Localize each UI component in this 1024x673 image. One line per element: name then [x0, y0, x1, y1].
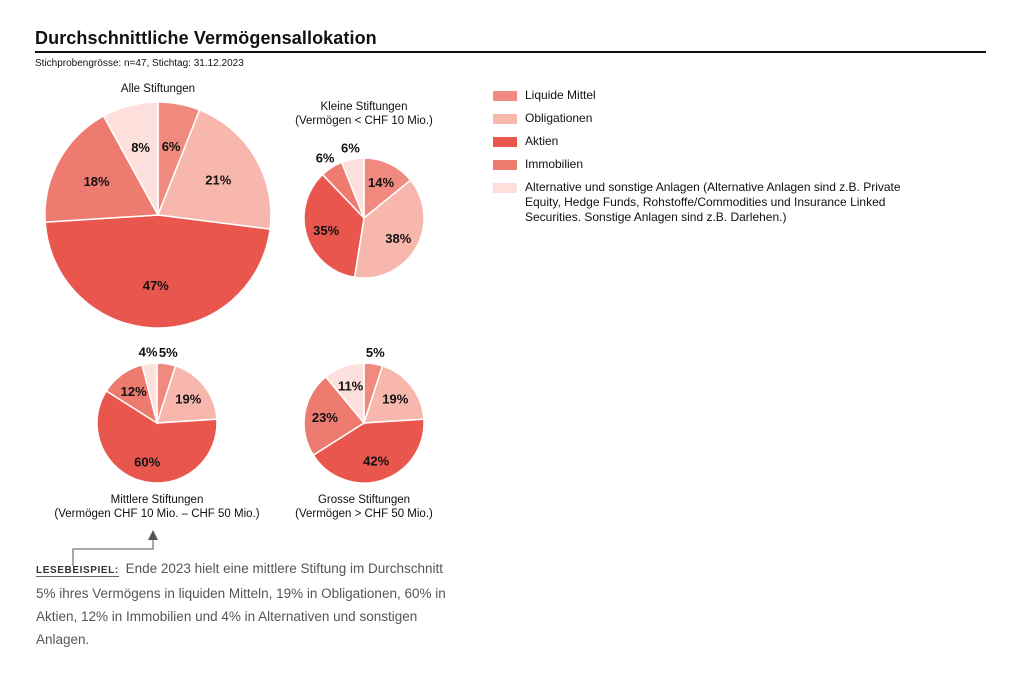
data-label-aktien: 42%	[363, 454, 389, 469]
data-label-obligationen: 19%	[175, 392, 201, 407]
pie-slice-obligationen	[362, 364, 425, 424]
pie-slice-alternative	[340, 157, 365, 219]
pie-chart-3: 5% 19% 60% 12% 4% Mittlere Stiftungen (Vermöge…	[54, 345, 259, 520]
legend-label-liquide: Liquide Mittel	[525, 88, 596, 102]
pie-slice-alternative	[102, 101, 159, 216]
data-label-obligationen: 19%	[382, 392, 408, 407]
pie-slice-obligationen	[353, 179, 425, 279]
data-label-aktien: 60%	[134, 454, 160, 469]
data-label-immobilien: 23%	[312, 410, 338, 425]
legend-item-alternative: Alternative und sonstige Anlagen (Altern…	[493, 180, 933, 225]
legend-swatch-obligationen	[493, 114, 517, 124]
data-label-liquide-mittel: 5%	[366, 345, 385, 360]
data-label-aktien: 35%	[313, 223, 339, 238]
data-label-liquide-mittel: 6%	[162, 139, 181, 154]
pie-chart-1: 6% 21% 47% 18% 8% Alle Stiftungen	[44, 83, 272, 329]
pie-subtitle: (Vermögen < CHF 10 Mio.)	[295, 115, 433, 127]
data-label-alternative: 6%	[341, 140, 360, 155]
chart-subtitle: Stichprobengrösse: n=47, Stichtag: 31.12…	[35, 58, 244, 69]
pie-slice-aktien	[44, 214, 271, 329]
pie-slice-immobilien	[44, 114, 160, 223]
legend-swatch-alternative	[493, 183, 517, 193]
pie-slice-immobilien	[303, 375, 366, 457]
legend-swatch-aktien	[493, 137, 517, 147]
pie-slice-alternative	[141, 362, 158, 424]
pie-slice-aktien	[312, 418, 425, 484]
pie-chart-2: 14% 38% 35% 6% 6% Kleine Stiftungen (Vermögen …	[295, 101, 433, 279]
data-label-liquide-mittel: 14%	[368, 175, 394, 190]
data-label-alternative: 11%	[338, 379, 364, 394]
data-label-liquide-mittel: 5%	[159, 345, 178, 360]
legend-swatch-immobilien	[493, 160, 517, 170]
legend-swatch-liquide	[493, 91, 517, 101]
pie-subtitle: (Vermögen CHF 10 Mio. – CHF 50 Mio.)	[54, 508, 259, 520]
legend-item-immobilien: Immobilien	[493, 157, 933, 172]
data-label-alternative: 8%	[131, 140, 150, 155]
data-label-aktien: 47%	[143, 278, 169, 293]
data-label-immobilien: 12%	[121, 384, 147, 399]
pie-slice-liquide-mittel	[363, 157, 412, 220]
pie-slice-obligationen	[156, 108, 272, 230]
legend-label-obligationen: Obligationen	[525, 111, 593, 125]
reading-example-label: LESEBEISPIEL:	[36, 565, 119, 577]
data-label-immobilien: 6%	[316, 150, 335, 165]
pie-slice-aktien	[303, 173, 365, 279]
title-rule	[35, 51, 986, 53]
pie-slice-aktien	[96, 389, 218, 484]
legend-item-obligationen: Obligationen	[493, 111, 933, 126]
reading-example-arrow	[72, 530, 158, 566]
legend-item-aktien: Aktien	[493, 134, 933, 149]
pie-title: Alle Stiftungen	[121, 83, 195, 95]
legend-label-immobilien: Immobilien	[525, 157, 584, 171]
pie-subtitle: (Vermögen > CHF 50 Mio.)	[295, 508, 433, 520]
data-label-alternative: 4%	[139, 345, 158, 360]
pie-title: Kleine Stiftungen	[321, 101, 408, 113]
legend: Liquide Mittel Obligationen Aktien Immob…	[493, 88, 933, 233]
reading-example: LESEBEISPIEL: Ende 2023 hielt eine mittl…	[36, 557, 466, 651]
pie-chart-4: 5% 19% 42% 23% 11% Grosse Stiftungen (Vermögen…	[295, 345, 433, 520]
legend-label-alternative: Alternative und sonstige Anlagen (Altern…	[525, 180, 901, 224]
data-label-obligationen: 21%	[205, 172, 231, 187]
pie-title: Mittlere Stiftungen	[111, 494, 204, 506]
data-label-immobilien: 18%	[84, 174, 110, 189]
pie-title: Grosse Stiftungen	[318, 494, 410, 506]
pie-slice-obligationen	[155, 364, 218, 424]
legend-label-aktien: Aktien	[525, 134, 559, 148]
chart-title: Durchschnittliche Vermögensallokation	[35, 28, 377, 48]
pie-slice-alternative	[324, 362, 365, 426]
reading-example-text: Ende 2023 hielt eine mittlere Stiftung i…	[36, 561, 446, 647]
legend-item-liquide: Liquide Mittel	[493, 88, 933, 103]
data-label-obligationen: 38%	[385, 231, 411, 246]
